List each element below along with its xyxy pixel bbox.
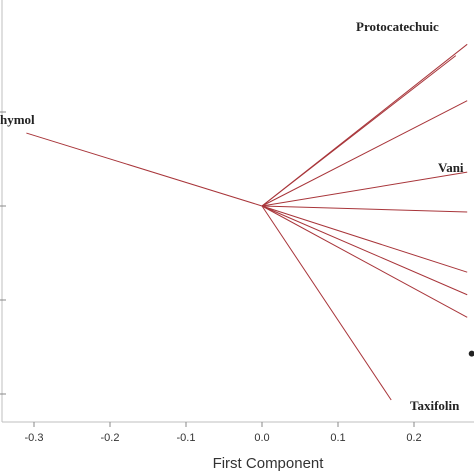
vector-label: Taxifolin [410, 398, 460, 413]
vector-labels: Protocatechuic Vani hymol Taxifolin [0, 19, 474, 413]
loading-vector [261, 205, 468, 318]
loading-vector [261, 43, 468, 207]
vector-label: hymol [0, 112, 35, 127]
annotation-dot [468, 350, 474, 357]
x-tick-label: -0.2 [101, 432, 120, 444]
x-tick-label: -0.1 [177, 432, 196, 444]
axis-ticks: -0.3 -0.2 -0.1 0.0 0.1 0.2 [0, 111, 422, 444]
loading-vector [261, 100, 468, 207]
x-tick-label: 0.1 [330, 432, 345, 444]
x-tick-label: -0.3 [25, 432, 44, 444]
x-tick-label: 0.2 [406, 432, 421, 444]
x-tick-label: 0.0 [254, 432, 269, 444]
loading-vectors [26, 43, 468, 401]
loading-vector [261, 205, 392, 401]
loading-vector [261, 171, 468, 207]
vector-label: Vani [438, 160, 464, 175]
x-axis-title: First Component [213, 455, 325, 472]
loading-vector [261, 205, 468, 296]
loading-vector [261, 205, 468, 273]
loading-vector [26, 132, 263, 207]
loading-vector [261, 205, 468, 213]
vector-label: Protocatechuic [356, 19, 439, 34]
